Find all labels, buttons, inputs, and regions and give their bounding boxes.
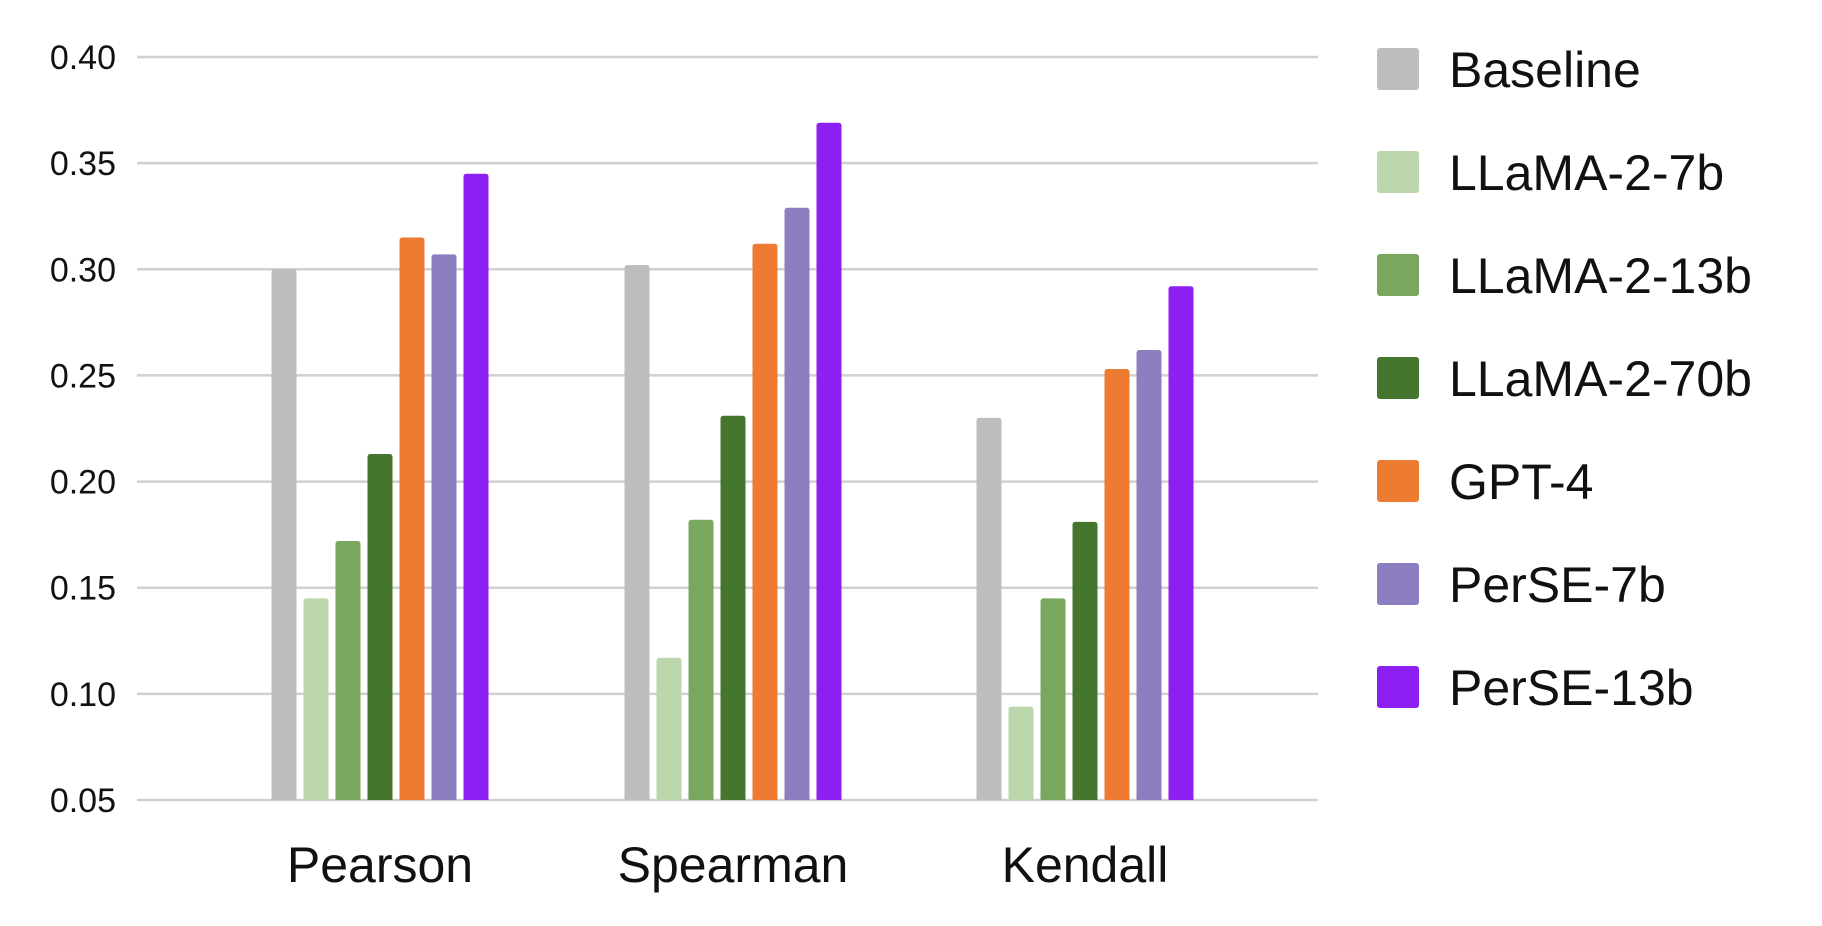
bar xyxy=(816,122,842,800)
bar-llama-2-7b xyxy=(1008,706,1034,800)
bar-llama-2-70b xyxy=(367,453,393,800)
legend-label: PerSE-7b xyxy=(1449,557,1666,613)
legend: Baseline LLaMA-2-7b LLaMA-2-13b LLaMA-2-70b… xyxy=(1377,42,1752,716)
bar-perse-7b xyxy=(1136,349,1162,800)
legend-label: GPT-4 xyxy=(1449,454,1593,510)
bar xyxy=(1168,286,1194,801)
bar-llama-2-70b xyxy=(1072,521,1098,800)
y-tick-label: 0.35 xyxy=(50,145,116,183)
y-tick-label: 0.20 xyxy=(50,464,116,502)
bar xyxy=(399,237,425,800)
bar xyxy=(752,243,778,801)
bar-perse-13b xyxy=(463,173,489,800)
legend-label: LLaMA-2-70b xyxy=(1449,351,1752,407)
bar-perse-13b xyxy=(816,122,842,800)
bar-perse-13b xyxy=(1168,286,1194,801)
bar-llama-2-13b xyxy=(1040,598,1066,800)
y-axis-tick-labels: 0.05 0.10 0.15 0.20 0.25 0.30 0.35 0.40 xyxy=(50,39,116,820)
x-axis-category-labels: Pearson Spearman Kendall xyxy=(287,837,1169,893)
bar-llama-2-13b xyxy=(688,519,714,800)
bar xyxy=(624,265,650,800)
x-category-label: Pearson xyxy=(287,837,473,893)
legend-item: PerSE-13b xyxy=(1377,660,1694,716)
legend-swatch xyxy=(1377,563,1419,605)
bar xyxy=(1072,521,1098,800)
bar-gpt-4 xyxy=(399,237,425,800)
bar xyxy=(463,173,489,800)
legend-label: PerSE-13b xyxy=(1449,660,1694,716)
bar xyxy=(656,657,682,800)
y-tick-label: 0.05 xyxy=(50,782,116,820)
x-category-label: Spearman xyxy=(618,837,849,893)
bar xyxy=(271,269,297,800)
bar xyxy=(1040,598,1066,800)
bar-gpt-4 xyxy=(1104,369,1130,800)
x-category-label: Kendall xyxy=(1002,837,1169,893)
legend-label: Baseline xyxy=(1449,42,1641,98)
legend-label: LLaMA-2-13b xyxy=(1449,248,1752,304)
bar-llama-2-7b xyxy=(303,598,329,800)
bar xyxy=(688,519,714,800)
bar xyxy=(720,415,746,800)
bar xyxy=(303,598,329,800)
y-tick-label: 0.40 xyxy=(50,39,116,77)
legend-swatch xyxy=(1377,357,1419,399)
legend-item: LLaMA-2-13b xyxy=(1377,248,1752,304)
bar-perse-7b xyxy=(431,254,457,800)
bar-llama-2-7b xyxy=(656,657,682,800)
bar-baseline xyxy=(976,417,1002,800)
legend-item: LLaMA-2-7b xyxy=(1377,145,1724,201)
bar-baseline xyxy=(271,269,297,800)
y-tick-label: 0.25 xyxy=(50,357,116,395)
bar xyxy=(784,207,810,801)
bar-llama-2-70b xyxy=(720,415,746,800)
legend-swatch xyxy=(1377,151,1419,193)
bar xyxy=(976,417,1002,800)
bar xyxy=(431,254,457,800)
legend-item: PerSE-7b xyxy=(1377,557,1666,613)
bar-baseline xyxy=(624,265,650,800)
bar xyxy=(1008,706,1034,800)
y-tick-label: 0.30 xyxy=(50,251,116,289)
legend-item: Baseline xyxy=(1377,42,1641,98)
y-tick-label: 0.15 xyxy=(50,570,116,608)
legend-item: LLaMA-2-70b xyxy=(1377,351,1752,407)
bar xyxy=(1104,369,1130,800)
bar xyxy=(367,453,393,800)
legend-label: LLaMA-2-7b xyxy=(1449,145,1724,201)
legend-swatch xyxy=(1377,48,1419,90)
bar xyxy=(1136,349,1162,800)
legend-swatch xyxy=(1377,666,1419,708)
bar xyxy=(335,541,361,800)
legend-item: GPT-4 xyxy=(1377,454,1593,510)
bar-series xyxy=(271,122,1194,801)
bar-llama-2-13b xyxy=(335,541,361,800)
y-tick-label: 0.10 xyxy=(50,676,116,714)
bar-perse-7b xyxy=(784,207,810,801)
legend-swatch xyxy=(1377,460,1419,502)
bar-gpt-4 xyxy=(752,243,778,801)
legend-swatch xyxy=(1377,254,1419,296)
